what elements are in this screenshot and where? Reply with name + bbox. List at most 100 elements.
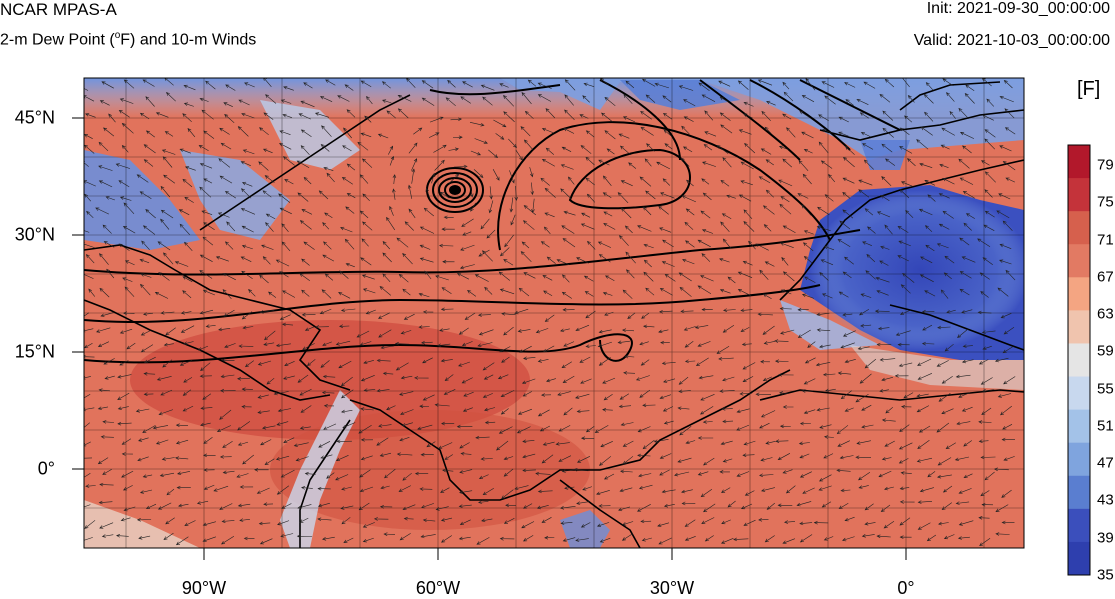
wind-vector [365, 309, 376, 315]
wind-vector [560, 521, 573, 525]
wind-vector [224, 113, 235, 124]
wind-vector [478, 249, 490, 257]
wind-vector [604, 275, 615, 281]
wind-vector [124, 260, 135, 266]
wind-vector [719, 389, 735, 393]
wind-vector [619, 393, 630, 400]
wind-vector [535, 328, 549, 334]
wind-vector [659, 309, 673, 314]
wind-vector [378, 329, 392, 338]
wind-vector [361, 238, 369, 247]
wind-vector [575, 393, 590, 399]
wind-vector [136, 174, 149, 183]
wind-vector [685, 440, 696, 444]
colorbar-tick-label: 75 [1097, 193, 1114, 211]
wind-vector [138, 437, 149, 442]
wind-vector [880, 195, 890, 202]
wind-vector [864, 521, 876, 526]
wind-vector [163, 252, 174, 265]
wind-vector [241, 225, 254, 233]
wind-vector [900, 181, 913, 187]
wind-vector [342, 145, 352, 152]
wind-vector [562, 274, 570, 283]
wind-vector [917, 358, 932, 366]
wind-vector [126, 342, 136, 350]
wind-vector [660, 340, 670, 345]
wind-vector [276, 421, 289, 426]
wind-vector [200, 406, 213, 410]
wind-vector [579, 356, 591, 363]
wind-vector [123, 79, 135, 89]
wind-vector [484, 420, 496, 425]
wind-vector [860, 132, 872, 138]
wind-vector [122, 277, 133, 282]
wind-vector [937, 474, 952, 479]
wind-vector [945, 442, 956, 449]
wind-vector [597, 241, 612, 248]
wind-vector [995, 532, 1010, 536]
wind-vector [739, 392, 753, 396]
wind-vector [321, 125, 332, 137]
wind-vector [761, 487, 775, 492]
wind-vector [184, 166, 196, 171]
wind-vector [322, 374, 336, 379]
wind-vector [674, 471, 690, 477]
wind-vector [421, 340, 433, 345]
wind-vector [420, 534, 436, 539]
wind-vector [389, 205, 394, 216]
wind-vector [1002, 220, 1013, 231]
wind-vector [99, 287, 110, 298]
wind-vector [721, 487, 731, 493]
wind-vector [858, 189, 870, 198]
wind-vector [981, 160, 990, 166]
wind-vector [499, 83, 509, 88]
wind-vector [155, 439, 169, 445]
wind-vector [779, 424, 791, 429]
wind-vector [638, 484, 653, 490]
wind-vector [818, 141, 829, 154]
wind-vector [799, 534, 813, 543]
wind-vector [963, 222, 972, 231]
wind-vector [801, 389, 813, 393]
wind-vector [470, 202, 476, 212]
wind-vector [898, 458, 909, 464]
wind-vector [197, 345, 209, 351]
wind-vector [842, 536, 855, 542]
wind-vector [166, 488, 175, 496]
wind-vector [720, 221, 730, 232]
wind-vector [241, 404, 252, 409]
wind-vector [484, 407, 496, 412]
wind-vector [941, 408, 954, 415]
wind-vector [799, 453, 810, 459]
wind-vector [984, 471, 995, 481]
wind-vector [99, 253, 109, 265]
wind-vector [842, 156, 855, 168]
wind-vector [838, 291, 849, 298]
wind-vector [563, 127, 575, 134]
wind-vector [140, 344, 154, 353]
wind-vector [560, 328, 570, 333]
wind-vector [840, 488, 851, 493]
wind-vector [598, 456, 612, 466]
wind-vector [277, 520, 290, 526]
colorbar-swatch [1068, 310, 1090, 344]
wind-vector [881, 457, 892, 461]
wind-vector [938, 393, 951, 402]
wind-vector [359, 210, 369, 219]
wind-vector [177, 471, 191, 475]
wind-vector [1003, 456, 1015, 461]
wind-vector [623, 371, 636, 375]
wind-vector [606, 148, 615, 155]
wind-vector [501, 489, 514, 500]
wind-vector [864, 503, 874, 511]
wind-vector [938, 521, 949, 526]
wind-vector [759, 422, 770, 429]
wind-vector [183, 102, 194, 107]
wind-vector [241, 270, 253, 280]
wind-vector [482, 96, 493, 106]
colorbar-swatch [1068, 409, 1090, 444]
wind-vector [419, 487, 433, 491]
wind-vector [476, 537, 490, 545]
wind-vector [719, 470, 730, 474]
colorbar-swatch [1068, 508, 1090, 543]
